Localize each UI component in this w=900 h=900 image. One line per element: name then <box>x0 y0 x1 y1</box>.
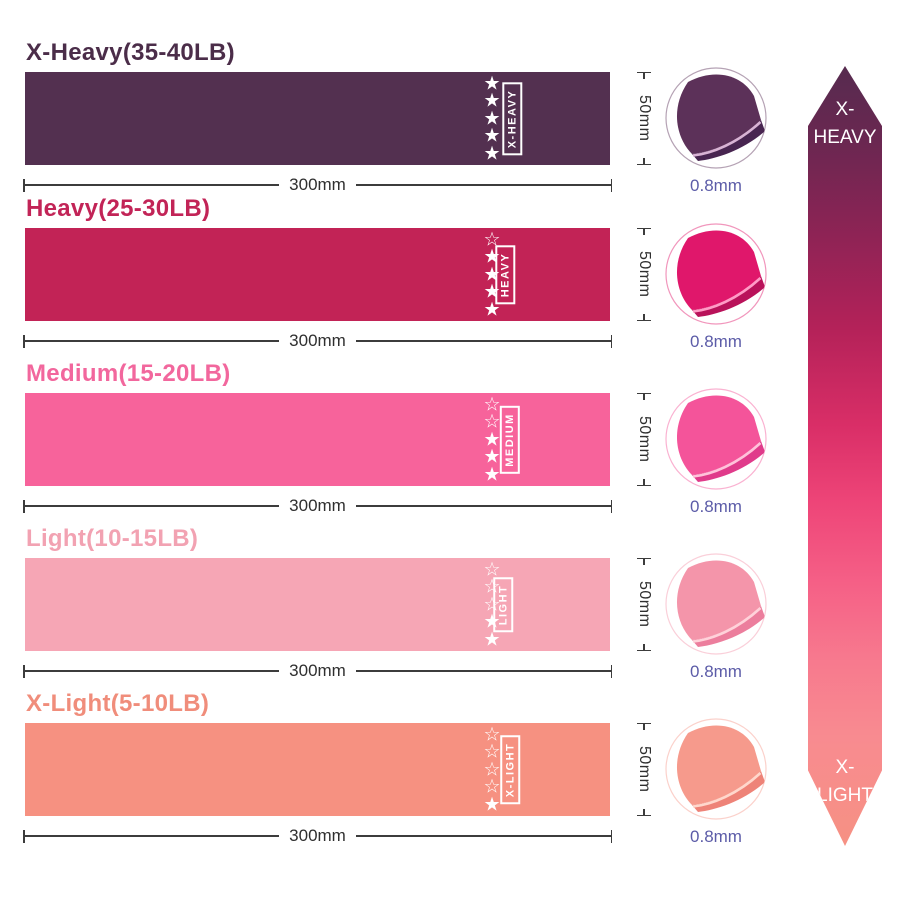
star-rating: ☆☆☆★★ <box>483 558 501 650</box>
dimension-tick <box>637 228 651 236</box>
band-label-box: LIGHT <box>492 577 514 632</box>
star-rating: ☆☆★★★ <box>483 393 501 485</box>
width-value: 300mm <box>289 496 346 515</box>
band-label: HEAVY <box>495 245 516 304</box>
height-dimension: 50mm <box>624 228 664 321</box>
star-rating: ☆☆☆☆★ <box>483 723 501 815</box>
band-label-box: X-HEAVY <box>501 82 523 155</box>
dimension-tick <box>610 829 612 843</box>
thickness-photo <box>664 66 768 170</box>
thickness-photo <box>664 222 768 326</box>
dimension-tick <box>23 664 25 678</box>
dimension-line <box>24 340 280 342</box>
dimension-tick <box>610 334 612 348</box>
weight-gradient-arrow: X- HEAVY X- LIGHT <box>808 66 882 846</box>
dimension-tick <box>23 334 25 348</box>
thickness-photo <box>664 552 768 656</box>
band-label-box: HEAVY <box>494 245 516 304</box>
height-dimension: 50mm <box>624 558 664 651</box>
band-rect: ☆☆☆★★ LIGHT <box>25 558 610 651</box>
dimension-tick <box>637 393 651 401</box>
height-dimension: 50mm <box>624 723 664 816</box>
band-title: Light(10-15LB) <box>26 525 199 552</box>
width-value: 300mm <box>289 661 346 680</box>
arrow-top-label: X- HEAVY <box>808 96 882 151</box>
width-dimension: 300mm <box>23 496 612 515</box>
dimension-tick <box>23 499 25 513</box>
dimension-line <box>24 670 280 672</box>
dimension-line <box>355 184 611 186</box>
dimension-tick <box>610 499 612 513</box>
dimension-line <box>355 835 611 837</box>
height-value: 50mm <box>636 416 653 463</box>
dimension-tick <box>637 643 651 651</box>
arrow-top-line2: HEAVY <box>813 126 877 148</box>
dimension-tick <box>637 157 651 165</box>
dimension-tick <box>637 808 651 816</box>
arrow-top-line1: X- <box>835 99 855 120</box>
dimension-tick <box>637 313 651 321</box>
band-section-xheavy: X-Heavy(35-40LB) ★★★★★ X-HEAVY 300mm 50m… <box>0 39 900 232</box>
height-dimension: 50mm <box>624 72 664 165</box>
band-section-heavy: Heavy(25-30LB) ☆★★★★ HEAVY 300mm 50mm 0.… <box>0 195 900 388</box>
band-label: X-HEAVY <box>502 82 523 155</box>
band-rect: ☆☆☆☆★ X-LIGHT <box>25 723 610 816</box>
dimension-line <box>24 835 280 837</box>
dimension-tick <box>637 723 651 731</box>
thickness-label: 0.8mm <box>690 497 742 516</box>
arrow-bottom-line2: LIGHT <box>817 784 873 806</box>
width-dimension: 300mm <box>23 331 612 350</box>
band-rect: ☆☆★★★ MEDIUM <box>25 393 610 486</box>
width-value: 300mm <box>289 331 346 350</box>
band-label: MEDIUM <box>499 405 520 474</box>
thickness-photo <box>664 717 768 821</box>
dimension-line <box>355 505 611 507</box>
band-title: Medium(15-20LB) <box>26 360 231 387</box>
thickness-label: 0.8mm <box>690 332 742 351</box>
thickness-label: 0.8mm <box>690 176 742 195</box>
width-dimension: 300mm <box>23 175 612 194</box>
width-value: 300mm <box>289 826 346 845</box>
band-label-box: X-LIGHT <box>499 735 521 804</box>
arrow-bottom-line1: X- <box>835 757 855 778</box>
band-label-box: MEDIUM <box>499 405 521 474</box>
thickness-label: 0.8mm <box>690 662 742 681</box>
dimension-line <box>355 670 611 672</box>
dimension-line <box>24 505 280 507</box>
thickness-label: 0.8mm <box>690 827 742 846</box>
dimension-tick <box>23 829 25 843</box>
band-section-light: Light(10-15LB) ☆☆☆★★ LIGHT 300mm 50mm 0.… <box>0 525 900 718</box>
thickness-photo <box>664 387 768 491</box>
band-label: X-LIGHT <box>500 735 521 804</box>
dimension-line <box>24 184 280 186</box>
dimension-tick <box>637 72 651 80</box>
width-dimension: 300mm <box>23 826 612 845</box>
band-rect: ☆★★★★ HEAVY <box>25 228 610 321</box>
band-label: LIGHT <box>493 577 514 632</box>
height-value: 50mm <box>636 746 653 793</box>
band-title: X-Heavy(35-40LB) <box>26 39 235 66</box>
height-value: 50mm <box>636 581 653 628</box>
arrow-bottom-label: X- LIGHT <box>808 754 882 809</box>
width-dimension: 300mm <box>23 661 612 680</box>
dimension-tick <box>610 664 612 678</box>
dimension-tick <box>637 478 651 486</box>
width-value: 300mm <box>289 175 346 194</box>
dimension-tick <box>610 178 612 192</box>
band-section-medium: Medium(15-20LB) ☆☆★★★ MEDIUM 300mm 50mm … <box>0 360 900 553</box>
height-value: 50mm <box>636 251 653 298</box>
height-value: 50mm <box>636 95 653 142</box>
dimension-tick <box>23 178 25 192</box>
dimension-line <box>355 340 611 342</box>
height-dimension: 50mm <box>624 393 664 486</box>
band-title: X-Light(5-10LB) <box>26 690 210 717</box>
band-rect: ★★★★★ X-HEAVY <box>25 72 610 165</box>
star-rating: ★★★★★ <box>483 72 501 164</box>
band-section-xlight: X-Light(5-10LB) ☆☆☆☆★ X-LIGHT 300mm 50mm… <box>0 690 900 883</box>
band-title: Heavy(25-30LB) <box>26 195 211 222</box>
star-rating: ☆★★★★ <box>483 228 501 320</box>
dimension-tick <box>637 558 651 566</box>
